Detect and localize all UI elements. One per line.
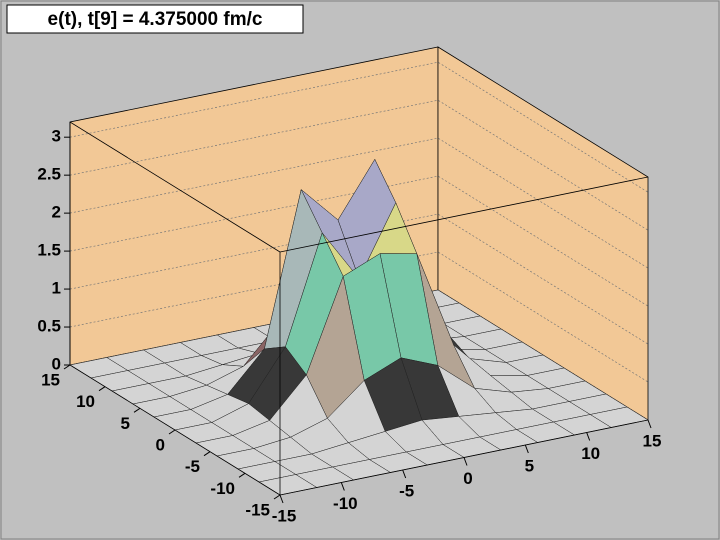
x-tick-label: 10 [581, 444, 600, 463]
box-edge [279, 176, 649, 253]
grid-line [69, 99, 649, 231]
z-tick-label: 2 [52, 203, 61, 222]
x-tick-label: 0 [463, 469, 472, 488]
grid-line [69, 61, 649, 193]
y-tick [168, 429, 176, 435]
x-tick [402, 469, 407, 479]
x-tick-label: -10 [333, 494, 358, 513]
x-tick-label: -15 [272, 506, 297, 525]
x-tick [524, 444, 529, 454]
y-tick [98, 386, 106, 392]
y-tick-label: 15 [41, 370, 60, 389]
z-tick-label: 3 [52, 127, 61, 146]
y-tick-label: 5 [121, 414, 130, 433]
y-tick [133, 407, 141, 413]
y-tick-label: -15 [245, 500, 270, 519]
grid-line [69, 175, 649, 307]
z-tick-label: 1 [52, 279, 61, 298]
x-tick [463, 457, 468, 466]
z-tick-label: 0 [52, 354, 61, 373]
y-tick-label: -5 [185, 457, 200, 476]
y-tick [203, 451, 211, 457]
x-tick-label: -5 [399, 481, 414, 500]
x-tick-label: 5 [525, 456, 534, 475]
y-tick [63, 364, 71, 370]
y-tick-label: 10 [76, 392, 95, 411]
x-tick [340, 482, 345, 491]
z-tick-label: 2.5 [37, 165, 61, 184]
box-edge [69, 121, 281, 253]
y-tick-label: 0 [156, 435, 165, 454]
grid-line [69, 213, 649, 345]
chart-title: e(t), t[9] = 4.375000 fm/c [48, 9, 263, 30]
x-tick [586, 432, 591, 441]
plot: 0 0.5 1 1.5 2 2.5 3 -15 -10 -5 0 5 10 15 -15 -10 -5 0 5 10 1… [37, 46, 662, 525]
z-tick-label: 1.5 [37, 241, 61, 260]
x-tick [647, 419, 652, 429]
y-tick [273, 494, 281, 500]
x-tick [279, 494, 284, 504]
grid-line [69, 251, 649, 383]
grid-line [69, 137, 649, 269]
z-tick-label: 0.5 [37, 317, 61, 336]
title-box [6, 4, 304, 34]
y-tick-label: -10 [210, 479, 235, 498]
y-tick [238, 472, 246, 478]
x-tick-label: 15 [643, 431, 662, 450]
